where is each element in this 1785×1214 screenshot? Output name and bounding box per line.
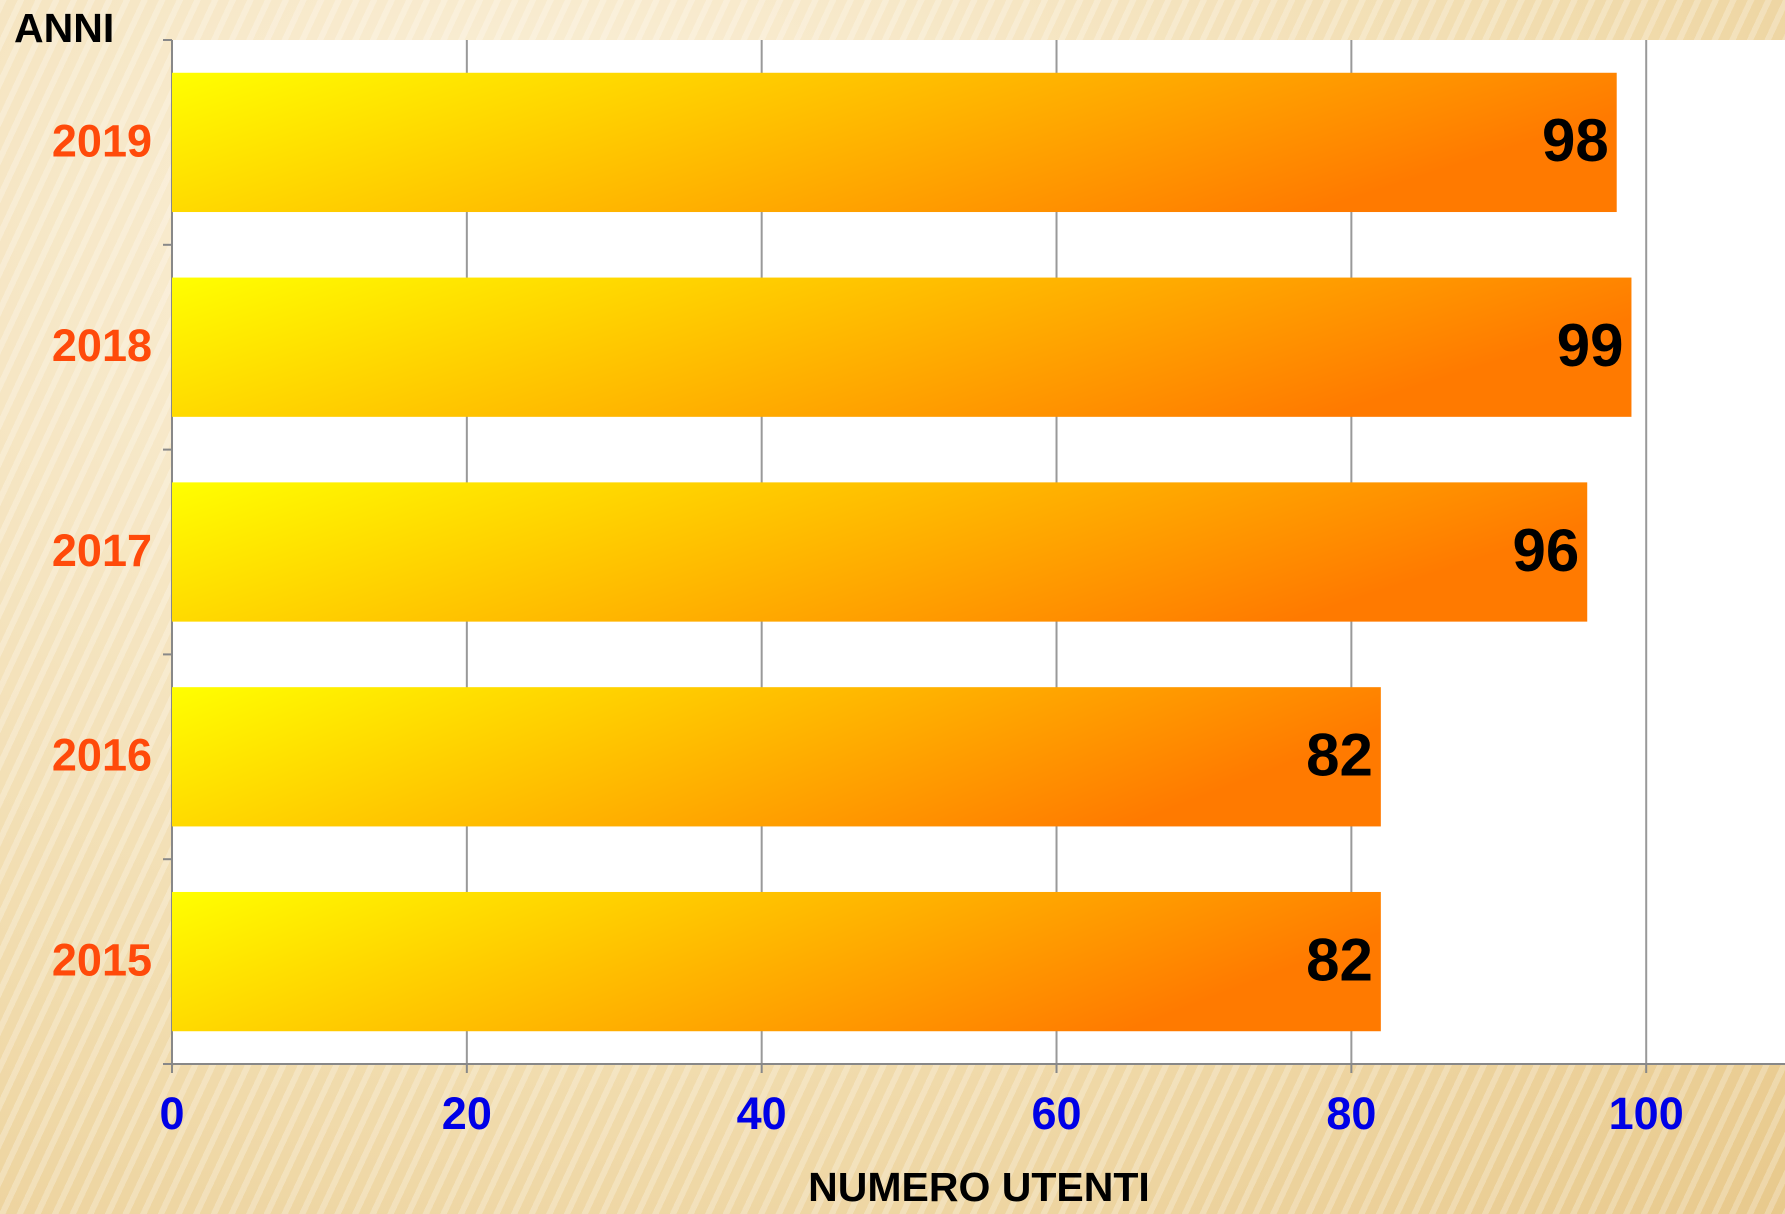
bar [172,72,1617,213]
x-tick-label: 100 [1609,1088,1684,1139]
x-tick-label: 60 [1031,1088,1081,1139]
bar [172,891,1381,1032]
bar [172,687,1381,827]
y-tick-label: 2016 [52,730,152,781]
value-label: 82 [1306,926,1373,993]
value-label: 82 [1306,722,1373,789]
x-tick-label: 0 [159,1088,184,1139]
y-tick-label: 2015 [52,934,152,985]
x-axis-title: NUMERO UTENTI [808,1164,1150,1210]
value-label: 98 [1542,107,1609,174]
bar [172,277,1632,417]
bar [172,482,1588,622]
y-tick-label: 2019 [52,115,152,166]
x-tick-label: 20 [442,1088,492,1139]
x-tick-label: 80 [1326,1088,1376,1139]
x-tick-label: 40 [737,1088,787,1139]
y-axis-title: ANNI [14,5,114,51]
value-label: 96 [1512,517,1579,584]
value-label: 99 [1557,312,1624,379]
y-tick-label: 2017 [52,525,152,576]
y-tick-label: 2018 [52,320,152,371]
